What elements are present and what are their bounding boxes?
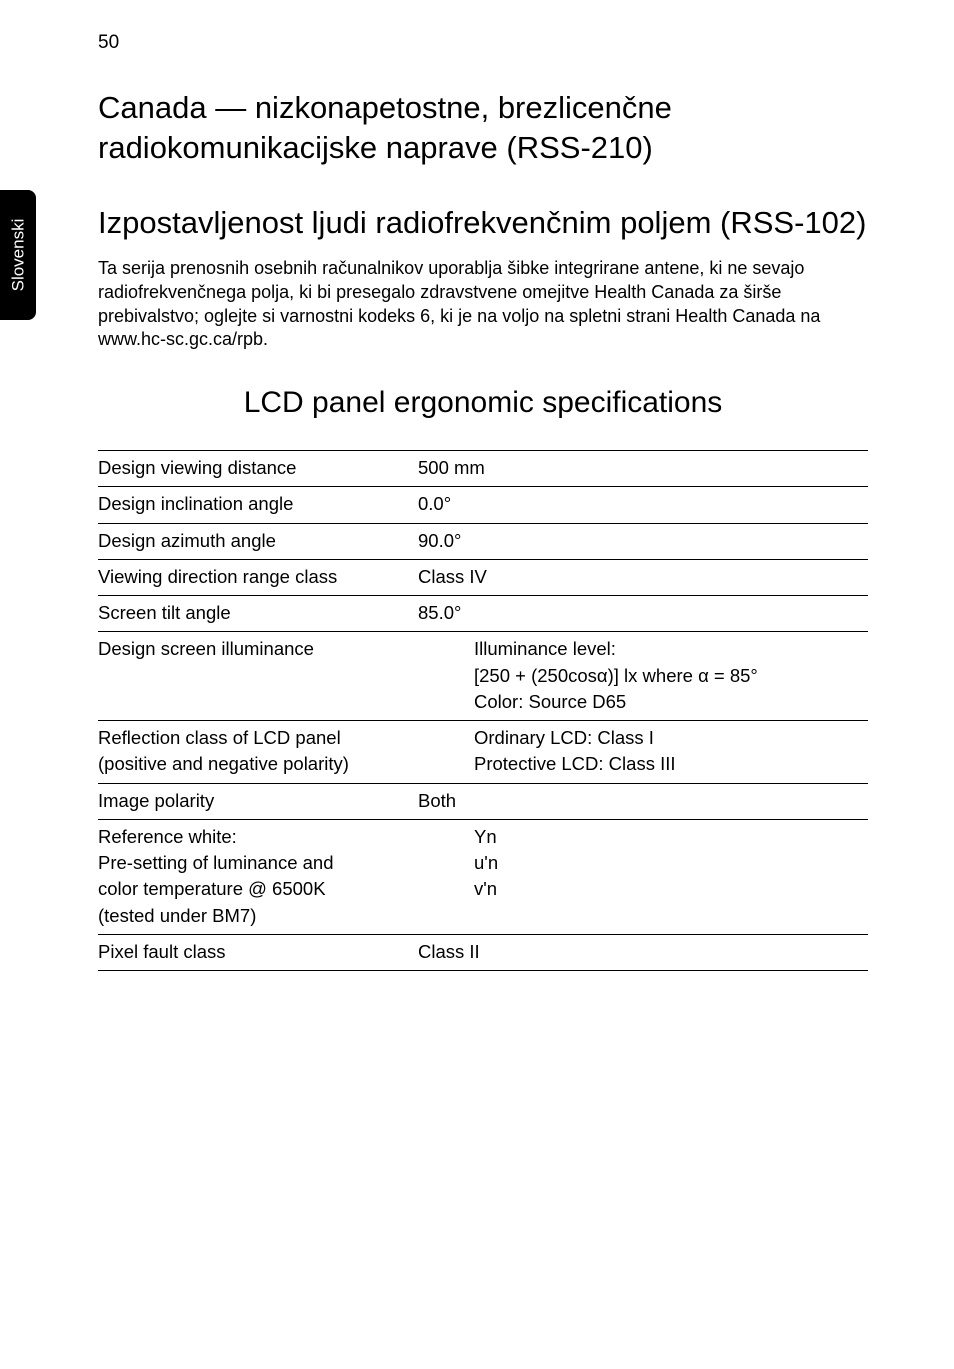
spec-label-line: (tested under BM7) <box>98 905 256 926</box>
paragraph-rss102: Ta serija prenosnih osebnih računalnikov… <box>98 257 868 352</box>
spec-value: 90.0° <box>418 523 868 559</box>
spec-label: Reference white: Pre-setting of luminanc… <box>98 819 418 934</box>
spec-value-line: v'n <box>418 876 868 902</box>
table-row: Image polarity Both <box>98 783 868 819</box>
spec-value: Ordinary LCD: Class I Protective LCD: Cl… <box>418 721 868 784</box>
spec-value-line: u'n <box>418 850 868 876</box>
spec-value: Illuminance level: [250 + (250cosα)] lx … <box>418 632 868 721</box>
spec-label: Design screen illuminance <box>98 632 418 721</box>
spec-label-line: Reference white: <box>98 826 237 847</box>
lcd-spec-table: Design viewing distance 500 mm Design in… <box>98 450 868 971</box>
spec-value-line: [250 + (250cosα)] lx where α = 85° <box>418 663 868 689</box>
spec-label-line: Reflection class of LCD panel <box>98 727 341 748</box>
spec-label: Design viewing distance <box>98 451 418 487</box>
spec-label-line: Pre-setting of luminance and <box>98 852 334 873</box>
spec-value-line: Color: Source D65 <box>418 689 868 715</box>
table-row: Pixel fault class Class II <box>98 935 868 971</box>
language-side-tab-label: Slovenski <box>8 219 28 292</box>
table-row: Design azimuth angle 90.0° <box>98 523 868 559</box>
language-side-tab: Slovenski <box>0 190 36 320</box>
heading-rss102: Izpostavljenost ljudi radiofrekvenčnim p… <box>98 203 868 243</box>
table-row: Design screen illuminance Illuminance le… <box>98 632 868 721</box>
spec-value: 85.0° <box>418 596 868 632</box>
spec-label: Image polarity <box>98 783 418 819</box>
spec-value: 0.0° <box>418 487 868 523</box>
table-row: Reference white: Pre-setting of luminanc… <box>98 819 868 934</box>
spec-label: Reflection class of LCD panel (positive … <box>98 721 418 784</box>
spec-value-line: Yn <box>418 824 868 850</box>
spec-label: Design azimuth angle <box>98 523 418 559</box>
spec-value: Class II <box>418 935 868 971</box>
table-row: Design inclination angle 0.0° <box>98 487 868 523</box>
spec-value-line: Protective LCD: Class III <box>418 751 868 777</box>
spec-label-line: (positive and negative polarity) <box>98 753 349 774</box>
spec-label: Design inclination angle <box>98 487 418 523</box>
spec-value-line: Illuminance level: <box>418 636 868 662</box>
spec-label: Screen tilt angle <box>98 596 418 632</box>
spec-value: 500 mm <box>418 451 868 487</box>
page-number: 50 <box>98 32 119 54</box>
spec-label: Viewing direction range class <box>98 559 418 595</box>
table-row: Reflection class of LCD panel (positive … <box>98 721 868 784</box>
spec-label-line: color temperature @ 6500K <box>98 878 326 899</box>
table-row: Viewing direction range class Class IV <box>98 559 868 595</box>
page-content: Canada — nizkonapetostne, brezlicenčne r… <box>98 88 868 971</box>
spec-value: Yn u'n v'n <box>418 819 868 934</box>
table-row: Screen tilt angle 85.0° <box>98 596 868 632</box>
spec-value: Class IV <box>418 559 868 595</box>
table-row: Design viewing distance 500 mm <box>98 451 868 487</box>
heading-canada: Canada — nizkonapetostne, brezlicenčne r… <box>98 88 868 167</box>
spec-value-line: Ordinary LCD: Class I <box>418 725 868 751</box>
spec-label: Pixel fault class <box>98 935 418 971</box>
heading-lcd-spec: LCD panel ergonomic specifications <box>98 386 868 420</box>
spec-value: Both <box>418 783 868 819</box>
